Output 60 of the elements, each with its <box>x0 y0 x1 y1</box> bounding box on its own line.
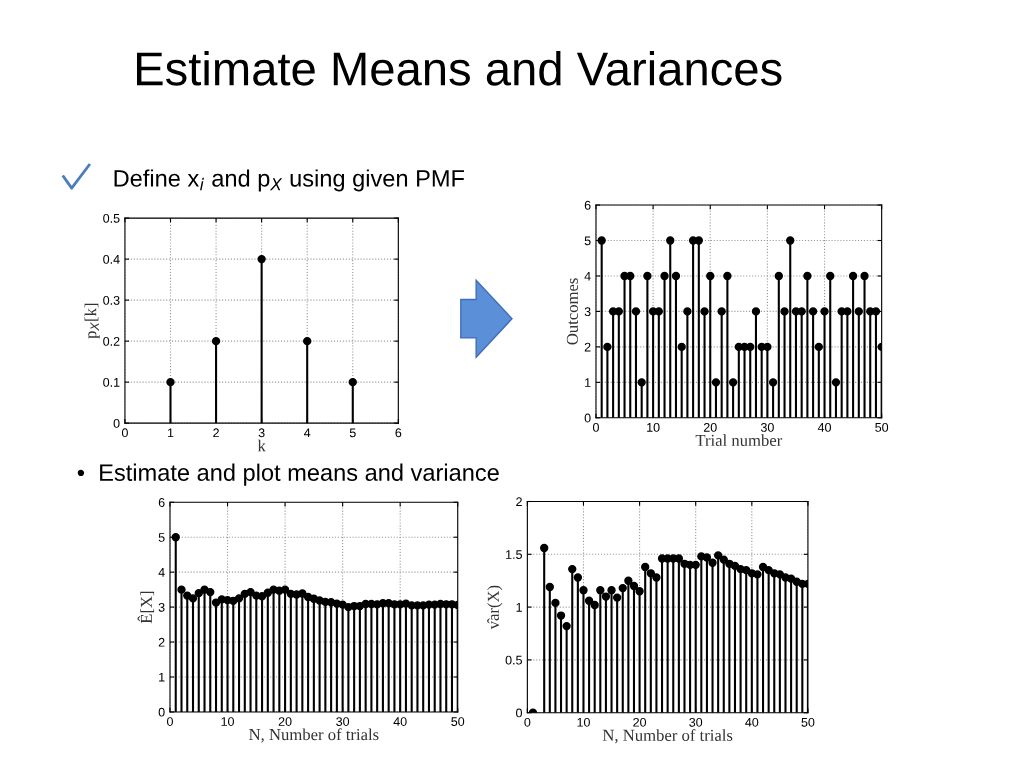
x-tick-label: 30 <box>689 717 703 727</box>
x-tick-label: 0 <box>121 428 128 438</box>
y-tick-label: 0.4 <box>103 254 120 264</box>
x-tick-label: 0 <box>592 422 599 432</box>
y-axis-title: v̂ar(X) <box>487 585 503 630</box>
text: Define x$_{i}$ and p$_{X}$ using given PMF <box>114 169 465 192</box>
x-tick-label: 0 <box>167 717 173 726</box>
chart-title: Estimate Means and Variances <box>136 50 782 86</box>
y-tick-label: 6 <box>584 200 591 210</box>
x-tick-label: 10 <box>221 717 234 726</box>
x-tick-label: 2 <box>213 428 219 438</box>
y-tick-label: 5 <box>584 236 591 246</box>
x-tick-label: 10 <box>577 717 590 727</box>
y-tick-label: 1 <box>585 378 591 387</box>
text: • Estimate and plot means and variance <box>77 463 499 486</box>
x-tick-label: 10 <box>647 422 660 432</box>
x-tick-label: 0 <box>524 717 531 727</box>
y-tick-label: 4 <box>158 568 165 577</box>
y-tick-label: 3 <box>584 307 591 317</box>
y-tick-label: 1 <box>159 672 165 682</box>
y-axis-title: Ê[X] <box>137 591 155 624</box>
x-tick-label: 6 <box>395 428 402 438</box>
y-tick-label: 4 <box>584 271 591 281</box>
y-axis-title: p$_{X}$[k] <box>84 303 100 339</box>
x-tick-label: 20 <box>633 717 647 727</box>
y-tick-label: 3 <box>158 602 165 612</box>
x-tick-label: 40 <box>817 422 831 432</box>
y-tick-label: 6 <box>158 498 165 507</box>
x-axis-title: N, Number of trials <box>249 728 379 743</box>
y-tick-label: 0.5 <box>505 655 522 665</box>
y-tick-label: 0 <box>584 413 591 423</box>
x-axis-title: k <box>257 439 266 452</box>
x-tick-label: 4 <box>304 428 311 438</box>
y-axis-title: Outcomes <box>566 278 578 345</box>
x-tick-label: 30 <box>336 717 350 726</box>
x-tick-label: 30 <box>760 422 774 432</box>
y-tick-label: 0.3 <box>103 295 120 305</box>
y-tick-label: 0 <box>158 707 165 717</box>
x-tick-label: 5 <box>349 428 356 438</box>
y-tick-label: 5 <box>158 533 165 542</box>
y-tick-label: 2 <box>584 342 591 352</box>
x-tick-label: 50 <box>451 717 465 726</box>
y-tick-label: 0 <box>516 708 523 718</box>
x-tick-label: 3 <box>258 428 265 438</box>
x-axis-title: N, Number of trials <box>602 729 733 744</box>
x-tick-label: 20 <box>278 717 292 726</box>
x-axis-title: Trial number <box>695 434 783 447</box>
y-tick-label: 2 <box>158 637 165 647</box>
y-tick-label: 0.5 <box>103 213 120 223</box>
x-tick-label: 40 <box>745 717 759 727</box>
y-tick-label: 2 <box>516 497 522 507</box>
x-tick-label: 50 <box>801 717 815 727</box>
y-tick-label: 1 <box>516 603 522 612</box>
y-tick-label: 0.1 <box>103 377 120 387</box>
x-tick-label: 50 <box>875 422 889 432</box>
x-tick-label: 1 <box>167 428 174 438</box>
y-tick-label: 1.5 <box>506 550 522 559</box>
x-tick-label: 40 <box>393 717 407 726</box>
x-tick-label: 20 <box>703 422 717 432</box>
y-tick-label: 0.2 <box>103 336 120 346</box>
